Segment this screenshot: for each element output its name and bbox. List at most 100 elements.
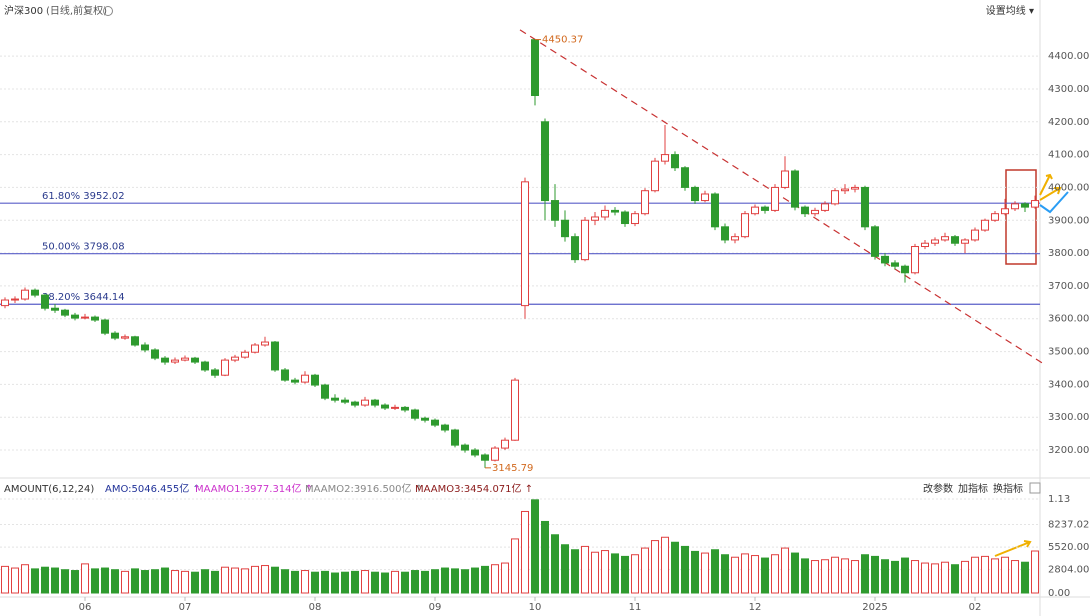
candle-body — [771, 186, 779, 211]
candle-body — [941, 236, 949, 241]
volume-bar — [331, 572, 339, 594]
x-tick-label: 2025 — [862, 602, 887, 613]
volume-bar — [541, 520, 549, 594]
volume-bar — [811, 560, 819, 594]
highlight-box — [1005, 169, 1037, 265]
candle-body — [211, 369, 219, 376]
volume-bar — [721, 554, 729, 594]
candle-body — [201, 361, 209, 371]
trend-line — [519, 29, 1046, 366]
volume-bar — [1021, 561, 1029, 594]
candle-body — [611, 209, 619, 213]
candle-body — [701, 193, 709, 202]
volume-bar — [911, 560, 919, 594]
volume-bar — [151, 569, 159, 594]
candle-body — [731, 236, 739, 241]
close-button[interactable] — [1029, 482, 1041, 494]
candle-body — [791, 170, 799, 208]
volume-bar — [101, 567, 109, 594]
volume-bar — [761, 557, 769, 594]
volume-bar — [601, 550, 609, 594]
volume-bar — [781, 547, 789, 594]
annotation-label: 4450.37 — [542, 35, 583, 46]
candle-body — [1031, 200, 1039, 208]
candle-body — [871, 226, 879, 257]
candle-body — [291, 379, 299, 383]
volume-bar — [921, 562, 929, 594]
candle-body — [451, 429, 459, 446]
x-tick-label: 12 — [749, 602, 762, 613]
candle-body — [361, 399, 369, 406]
candle-body — [801, 206, 809, 215]
candle-body — [741, 213, 749, 238]
y-tick-label: 4300.00 — [1048, 84, 1089, 95]
candle-body — [171, 359, 179, 363]
volume-bar — [241, 568, 249, 594]
volume-bar — [211, 570, 219, 594]
y-tick-label: 4400.00 — [1048, 51, 1089, 62]
y-tick-label: 3300.00 — [1048, 412, 1089, 423]
chart-title: 沪深300 — [4, 4, 43, 17]
volume-bar — [731, 556, 739, 594]
arrow — [1039, 187, 1062, 201]
volume-bar — [41, 566, 49, 594]
volume-bar — [31, 568, 39, 594]
candle-body — [391, 406, 399, 409]
volume-bar — [351, 570, 359, 594]
volume-bar — [861, 554, 869, 594]
volume-bar — [971, 556, 979, 594]
indicator-button[interactable]: 改参数 — [923, 482, 953, 495]
candle-body — [71, 314, 79, 319]
volume-bar — [751, 555, 759, 594]
settings-icon[interactable] — [103, 6, 113, 16]
candle-body — [381, 404, 389, 409]
volume-bar — [171, 570, 179, 594]
x-tick-label: 02 — [969, 602, 982, 613]
candle-body — [961, 239, 969, 244]
volume-bar — [791, 552, 799, 594]
candle-body — [481, 454, 489, 461]
candle-body — [351, 401, 359, 406]
indicator-button[interactable]: 加指标 — [958, 482, 988, 495]
volume-bar — [401, 571, 409, 594]
x-tick-label: 09 — [429, 602, 442, 613]
y-tick-label: 4000.00 — [1048, 182, 1089, 193]
candle-body — [911, 246, 919, 274]
y2-tick-label: 2804.00 — [1048, 565, 1089, 576]
volume-bar — [121, 570, 129, 594]
candle-body — [271, 341, 279, 371]
volume-bar — [431, 569, 439, 594]
candle-body — [151, 349, 159, 359]
candle-body — [471, 449, 479, 456]
volume-bar — [631, 554, 639, 594]
volume-bar — [491, 564, 499, 594]
volume-bar — [681, 545, 689, 594]
volume-bar — [1, 565, 9, 594]
candle-body — [981, 219, 989, 231]
volume-bar — [71, 570, 79, 594]
y2-tick-label: 0.00 — [1048, 588, 1070, 599]
candle-body — [521, 181, 529, 307]
candle-body — [851, 186, 859, 190]
volume-bar — [511, 538, 519, 594]
indicator-button[interactable]: 换指标 — [993, 482, 1023, 495]
y2-tick-label: 1.13 — [1048, 494, 1070, 505]
candle-body — [91, 316, 99, 321]
candle-body — [921, 242, 929, 248]
candle-body — [711, 193, 719, 228]
candle-body — [261, 341, 269, 346]
volume-bar — [381, 572, 389, 594]
volume-bar — [451, 568, 459, 594]
candle-body — [1001, 208, 1009, 215]
indicator-item: MAAMO3:3454.071亿 ↑ — [415, 482, 533, 495]
level-label: 50.00% 3798.08 — [42, 242, 125, 253]
setting-button[interactable]: 设置均线 ▾ — [986, 4, 1034, 17]
candle-body — [341, 399, 349, 403]
volume-bar — [551, 534, 559, 594]
y-tick-label: 3500.00 — [1048, 347, 1089, 358]
volume-bar — [621, 555, 629, 594]
candle-body — [31, 289, 39, 296]
volume-bar — [581, 545, 589, 594]
volume-bar — [1001, 556, 1009, 594]
